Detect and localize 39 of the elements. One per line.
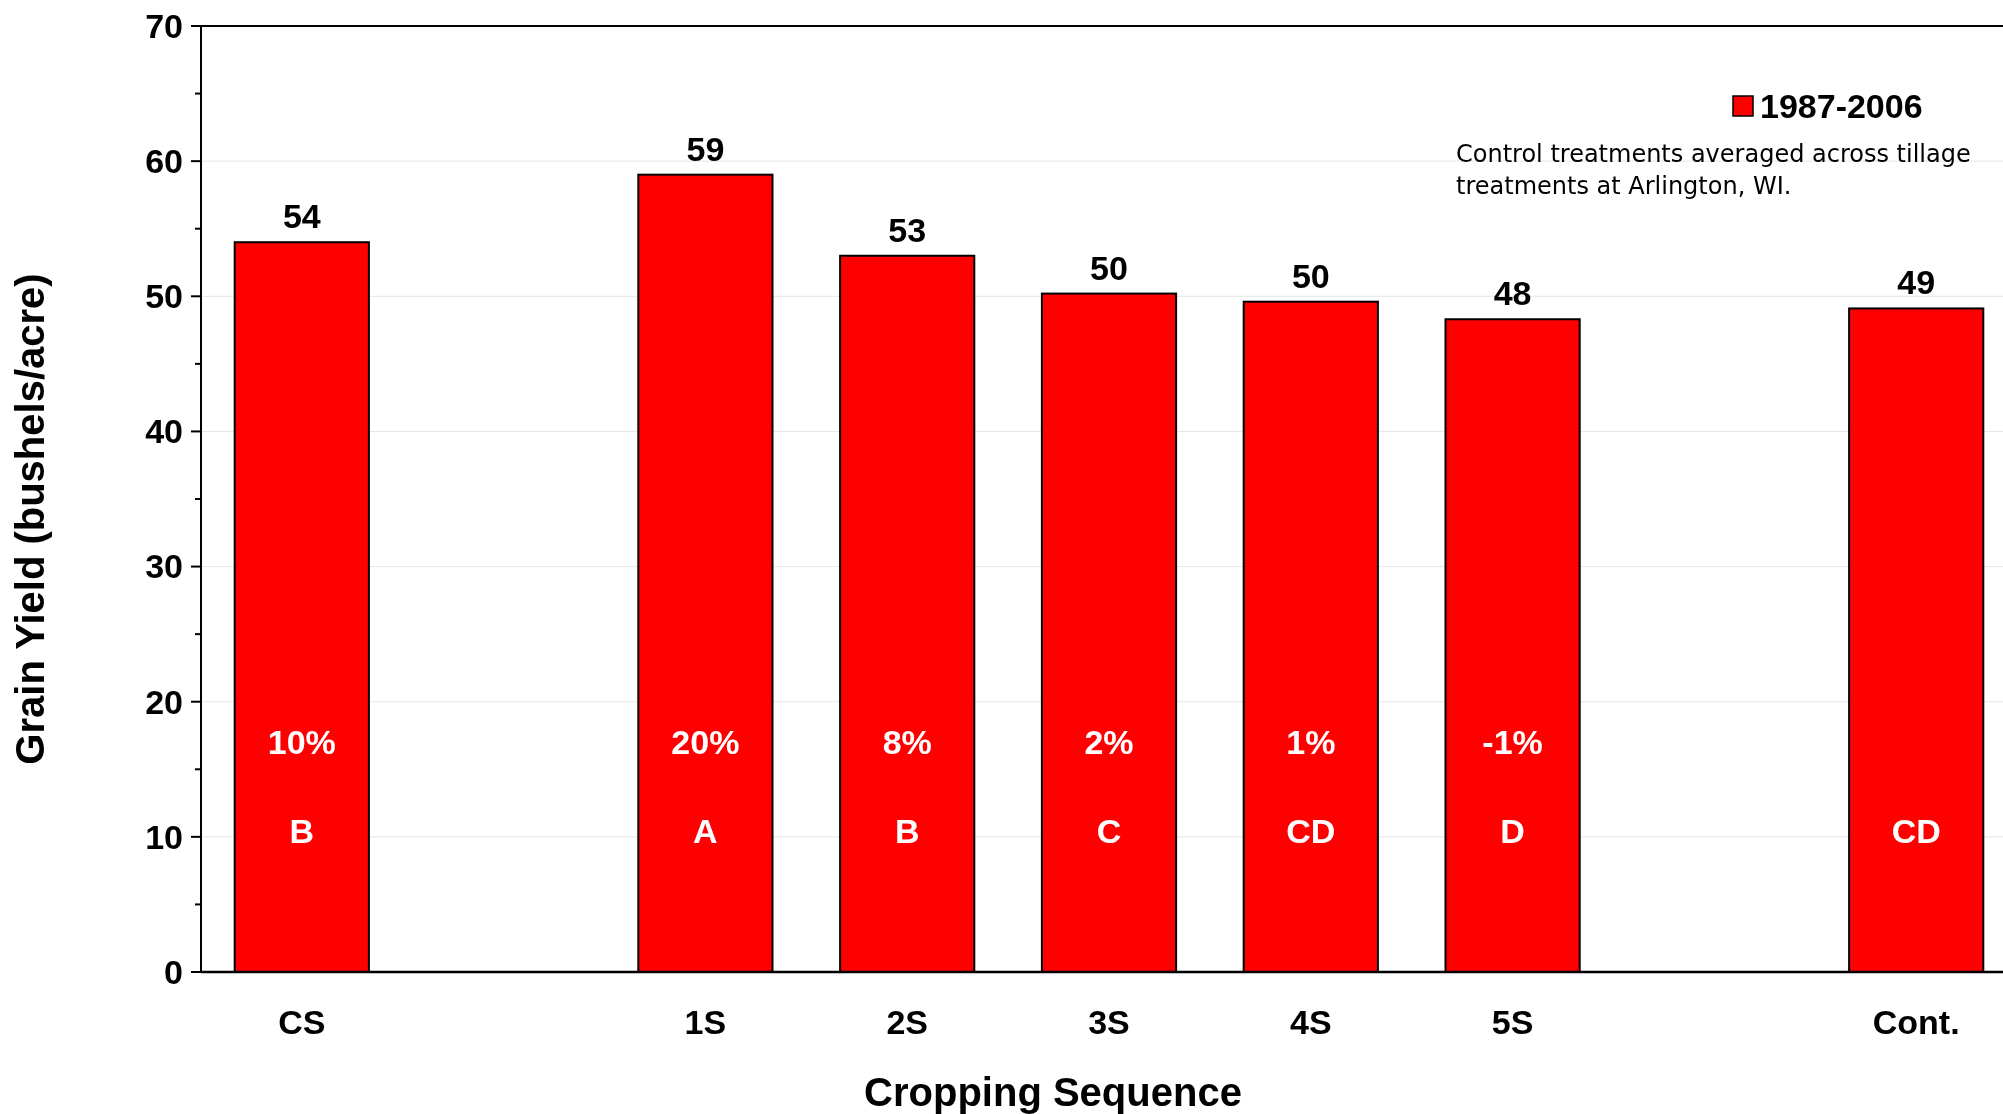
annotation: -1% <box>1482 722 1543 761</box>
annotation: 10% <box>267 722 336 761</box>
data-label: 53 <box>888 210 927 249</box>
y-axis-title: Grain Yield (bushels/acre) <box>8 273 52 765</box>
x-tick-label: 3S <box>1088 1003 1130 1041</box>
annotation: B <box>894 811 920 850</box>
annotation: 20% <box>671 722 740 761</box>
x-tick-label: Cont. <box>1872 1003 1960 1041</box>
x-tick-label: 2S <box>886 1003 928 1041</box>
annotation: D <box>1500 811 1525 850</box>
y-tick-label: 60 <box>145 142 183 181</box>
annotation: CD <box>1286 811 1336 850</box>
x-tick-label: CS <box>278 1003 326 1041</box>
annotation: CD <box>1891 811 1941 850</box>
data-label: 50 <box>1090 248 1128 287</box>
legend-label: 1987-2006 <box>1760 86 1923 125</box>
annotation: 8% <box>882 722 932 761</box>
annotation: A <box>693 811 718 850</box>
annotation: Control treatments averaged across tillage treatments at Arlington, WI. <box>1456 140 1971 200</box>
data-label: 54 <box>282 197 321 236</box>
data-label: 48 <box>1493 274 1532 313</box>
x-tick-label: 4S <box>1290 1003 1332 1041</box>
y-tick-label: 10 <box>145 817 183 856</box>
data-label: 50 <box>1291 256 1330 295</box>
x-tick-label: 1S <box>684 1003 727 1041</box>
y-tick-label: 70 <box>145 6 183 45</box>
y-tick-label: 30 <box>145 547 183 586</box>
annotation: 2% <box>1084 722 1134 761</box>
annotation: 1% <box>1286 722 1336 761</box>
x-tick-label: 5S <box>1491 1003 1534 1041</box>
y-tick-label: 0 <box>164 952 183 991</box>
annotation: B <box>289 811 315 850</box>
data-label: 49 <box>1897 263 1936 302</box>
annotation: C <box>1096 811 1122 850</box>
data-label: 59 <box>686 129 725 168</box>
y-tick-label: 20 <box>145 682 183 721</box>
y-tick-label: 40 <box>145 412 183 451</box>
x-axis-title: Cropping Sequence <box>864 1070 1242 1114</box>
y-tick-label: 50 <box>145 277 183 316</box>
